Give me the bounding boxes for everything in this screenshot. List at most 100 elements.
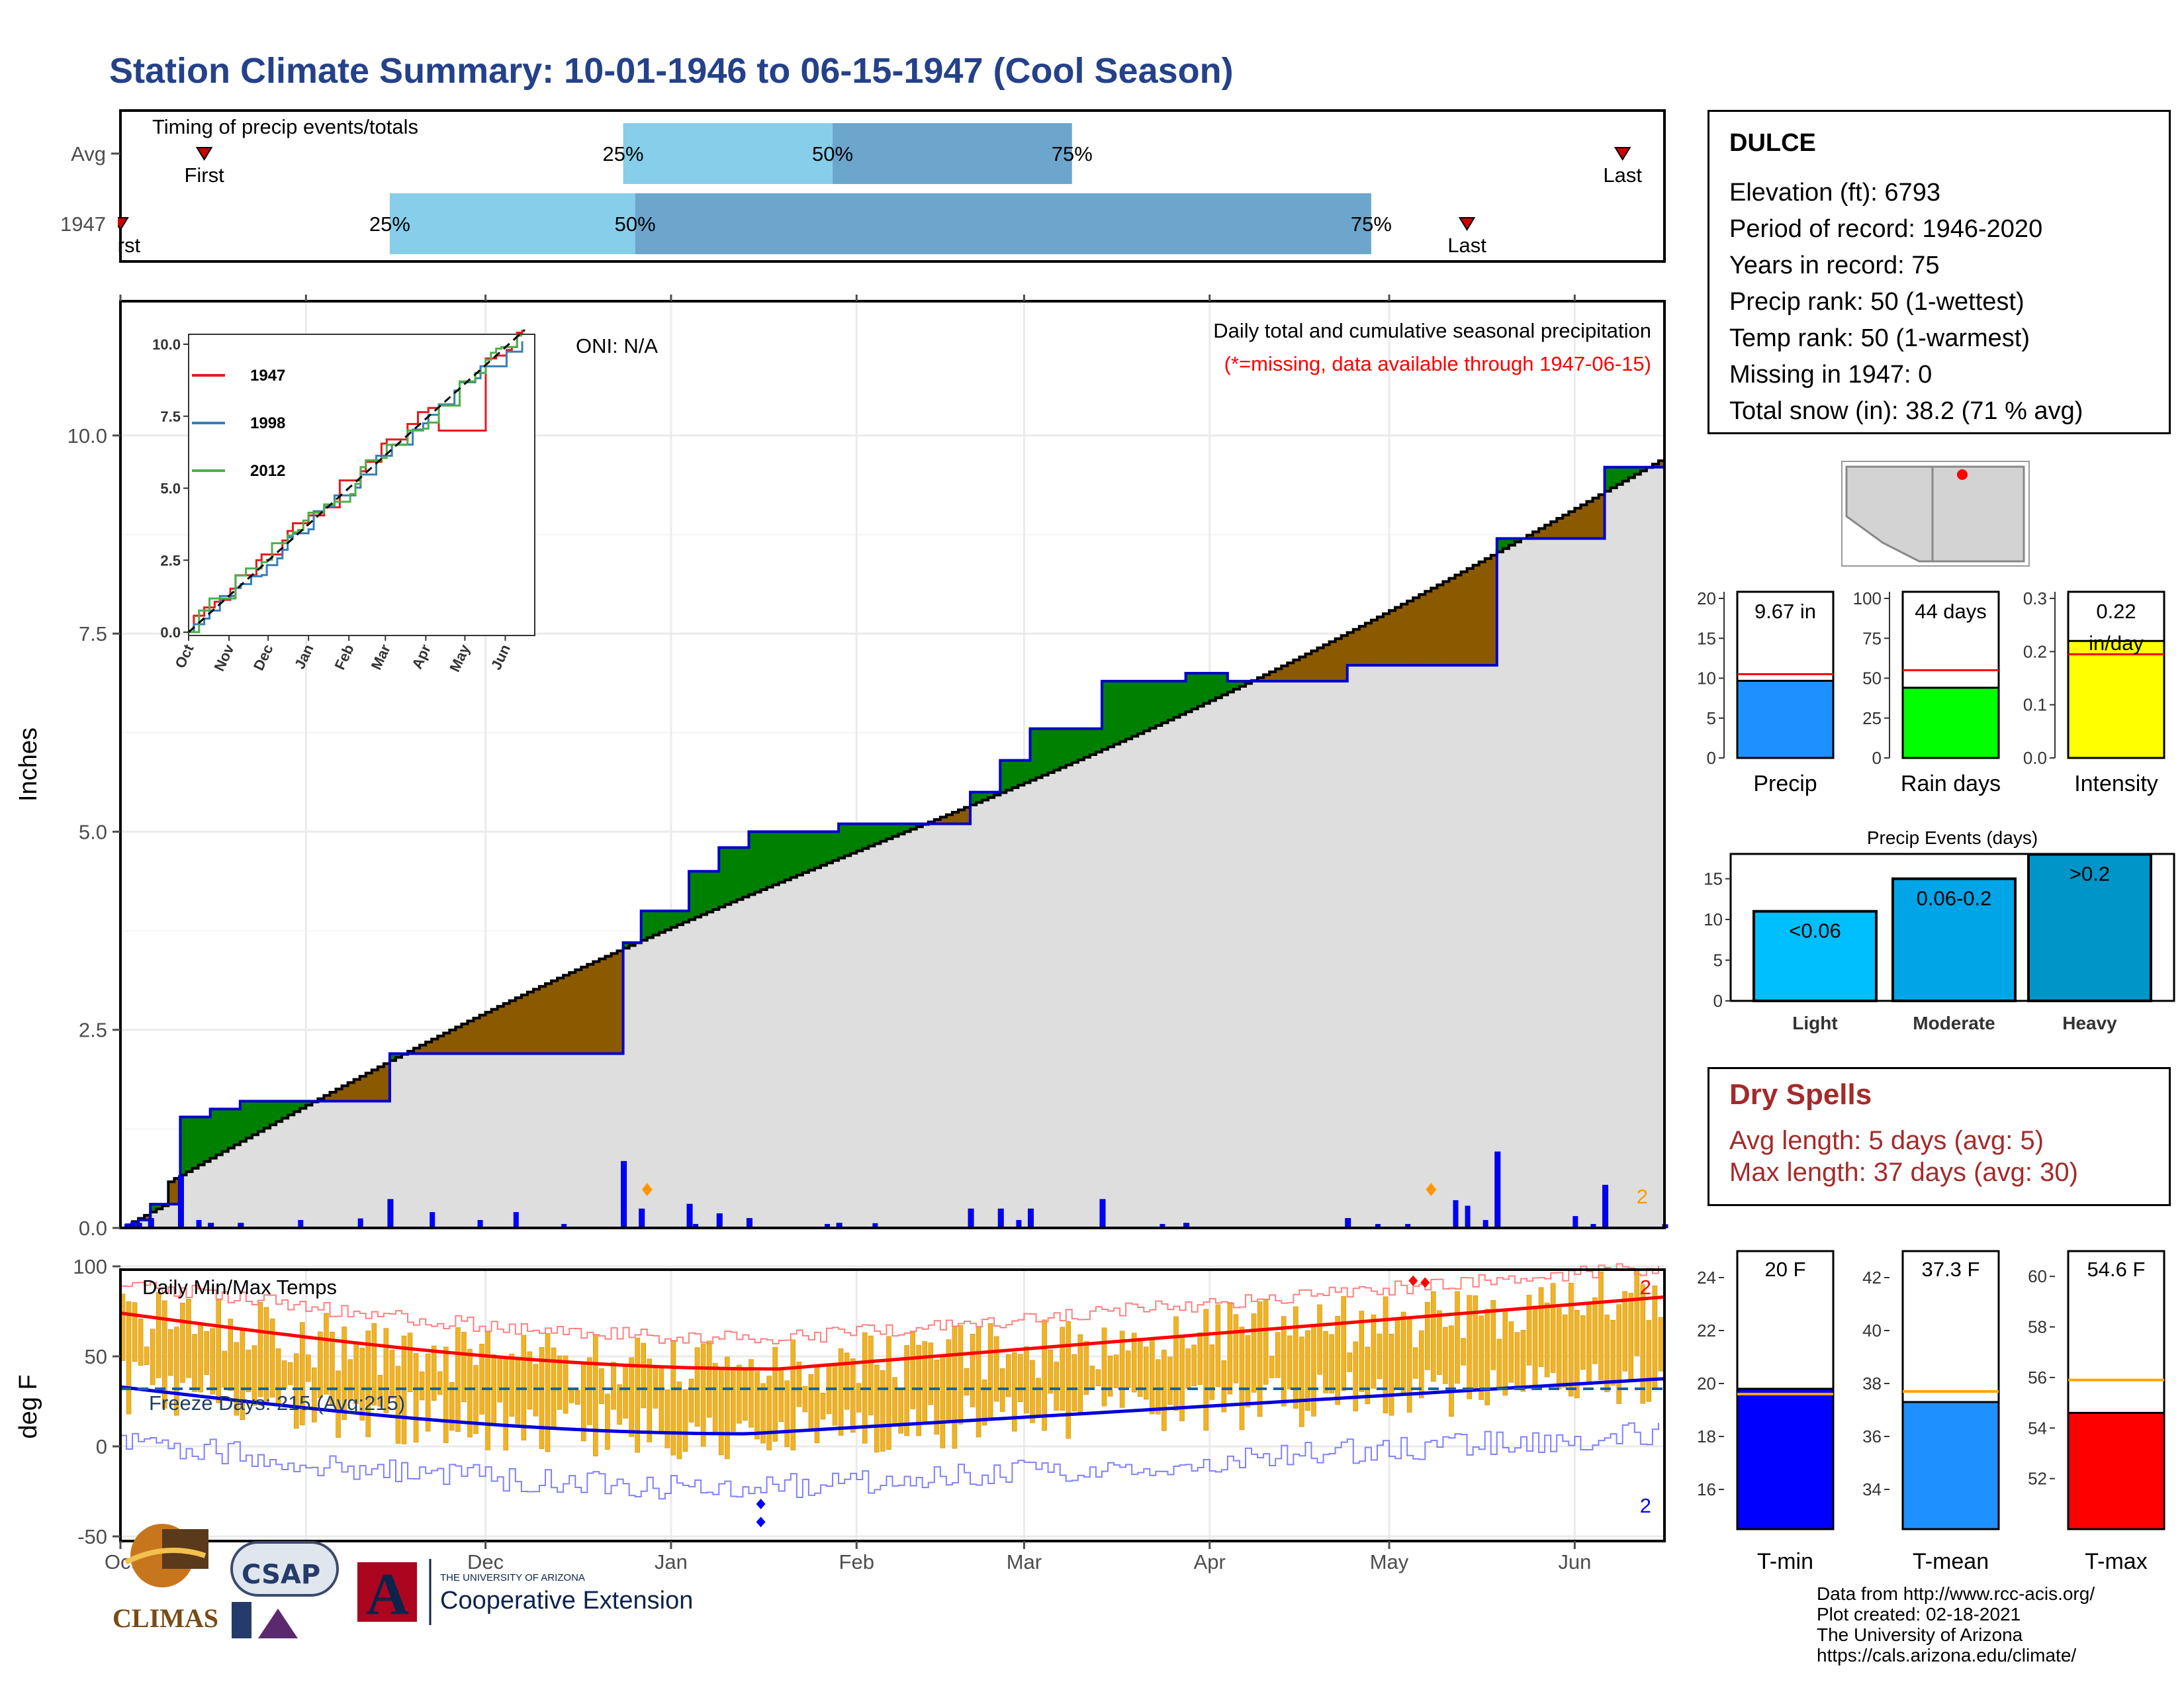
avg-area [449,1053,456,1228]
daily-temp-range [1131,1333,1137,1393]
departure-fill [210,1109,217,1158]
daily-temp-range [234,1342,240,1416]
temp-bar-tick: 18 [1697,1427,1716,1446]
avg-area [1347,665,1354,1228]
daily-temp-range [1161,1350,1167,1431]
daily-temp-range [981,1380,987,1426]
departure-fill [916,823,923,827]
daily-temp-range [1443,1327,1448,1384]
avg-area [545,1053,552,1228]
departure-fill [144,1215,151,1221]
departure-fill [156,1204,163,1209]
daily-temp-range [1143,1346,1149,1400]
avg-area [1580,538,1588,1228]
departure-fill [306,1101,312,1105]
daily-temp-range [1628,1293,1634,1382]
avg-area [1640,471,1647,1228]
daily-temp-range [653,1364,659,1409]
y-tick-label: 100 [73,1255,107,1278]
departure-fill [1227,680,1234,692]
departure-fill [1323,645,1330,681]
avg-area [1191,709,1199,1228]
departure-fill [1539,528,1545,539]
daily-temp-range [1437,1310,1442,1375]
departure-fill [1257,677,1264,681]
daily-precip-bar [1027,1208,1034,1229]
departure-fill [952,812,959,824]
avg-area [719,907,725,1228]
daily-temp-range [856,1383,862,1413]
departure-fill [1221,673,1228,695]
climas-logo: CLIMAS [113,1524,218,1633]
avg-area [426,1053,432,1228]
departure-fill [1185,673,1193,712]
avg-area [928,823,935,1228]
temp-bar-tick: 54 [2028,1418,2047,1438]
departure-fill [964,807,971,824]
avg-area [521,1053,528,1228]
departure-fill [288,1101,295,1115]
departure-fill [1353,629,1360,666]
mini-bar-value-label: 0.22 [2096,600,2136,623]
departure-fill [383,1063,390,1102]
daily-temp-range [1156,1359,1161,1415]
departure-fill [701,871,707,915]
avg-area [1126,739,1132,1228]
avg-area [808,870,815,1228]
departure-fill [670,911,678,927]
daily-temp-range [371,1323,377,1406]
summary-bars: 0 5 10 15 20 9.67 in Precip 0 25 50 75 100 44 days Ra… [1697,588,2165,796]
temp-bar-tick: 56 [2028,1368,2047,1387]
dry-spells-max: Max length: 37 days (avg: 30) [1729,1158,2078,1187]
daily-temp-range [497,1356,502,1403]
avg-area [420,1053,426,1228]
avg-area [1383,665,1390,1228]
daily-temp-range [527,1351,533,1410]
daily-temp-range [443,1346,449,1444]
daily-temp-range [228,1319,234,1391]
legend-label: 1998 [250,414,285,432]
footer-line: Data from http://www.rcc-acis.org/ [1817,1583,2095,1604]
departure-fill [1132,680,1138,737]
avg-area [192,1168,199,1228]
avg-area [958,823,965,1228]
avg-area [198,1164,205,1228]
departure-fill [539,986,546,1054]
inset-y-tick: 7.5 [160,408,181,425]
temp-bar-value-label: 54.6 F [2087,1258,2146,1281]
avg-area [485,1053,492,1228]
daily-temp-range [425,1353,431,1432]
avg-area [922,824,929,1228]
daily-precip-bar [1016,1220,1022,1228]
avg-area [257,1131,265,1228]
temp-bar-tick: 42 [1862,1268,1882,1288]
daily-temp-range [737,1364,742,1424]
record-low-count: 2 [1640,1494,1651,1517]
daily-precip-bar [872,1223,878,1228]
avg-area [839,858,845,1228]
departure-fill [695,871,702,917]
daily-temp-range [419,1371,425,1401]
y-tick-label: -50 [77,1525,107,1548]
temp-bar-tick: 40 [1862,1321,1882,1340]
avg-area [970,804,977,1228]
avg-area [318,1101,325,1228]
departure-fill [1455,575,1462,666]
avg-area [772,884,780,1228]
avg-area [760,889,768,1228]
departure-fill [749,831,756,895]
avg-area [886,839,893,1228]
daily-temp-range [970,1334,976,1407]
daily-precip-bar [716,1213,723,1229]
daily-temp-range [341,1327,347,1420]
avg-area [1156,725,1163,1228]
departure-fill [1616,467,1623,485]
station-period: Period of record: 1946-2020 [1729,215,2043,243]
inset-y-tick: 5.0 [160,481,181,497]
daily-temp-range [455,1327,461,1432]
departure-fill [1502,538,1510,549]
daily-temp-range [1556,1307,1562,1389]
daily-temp-range [324,1313,329,1395]
departure-fill [1514,538,1522,542]
